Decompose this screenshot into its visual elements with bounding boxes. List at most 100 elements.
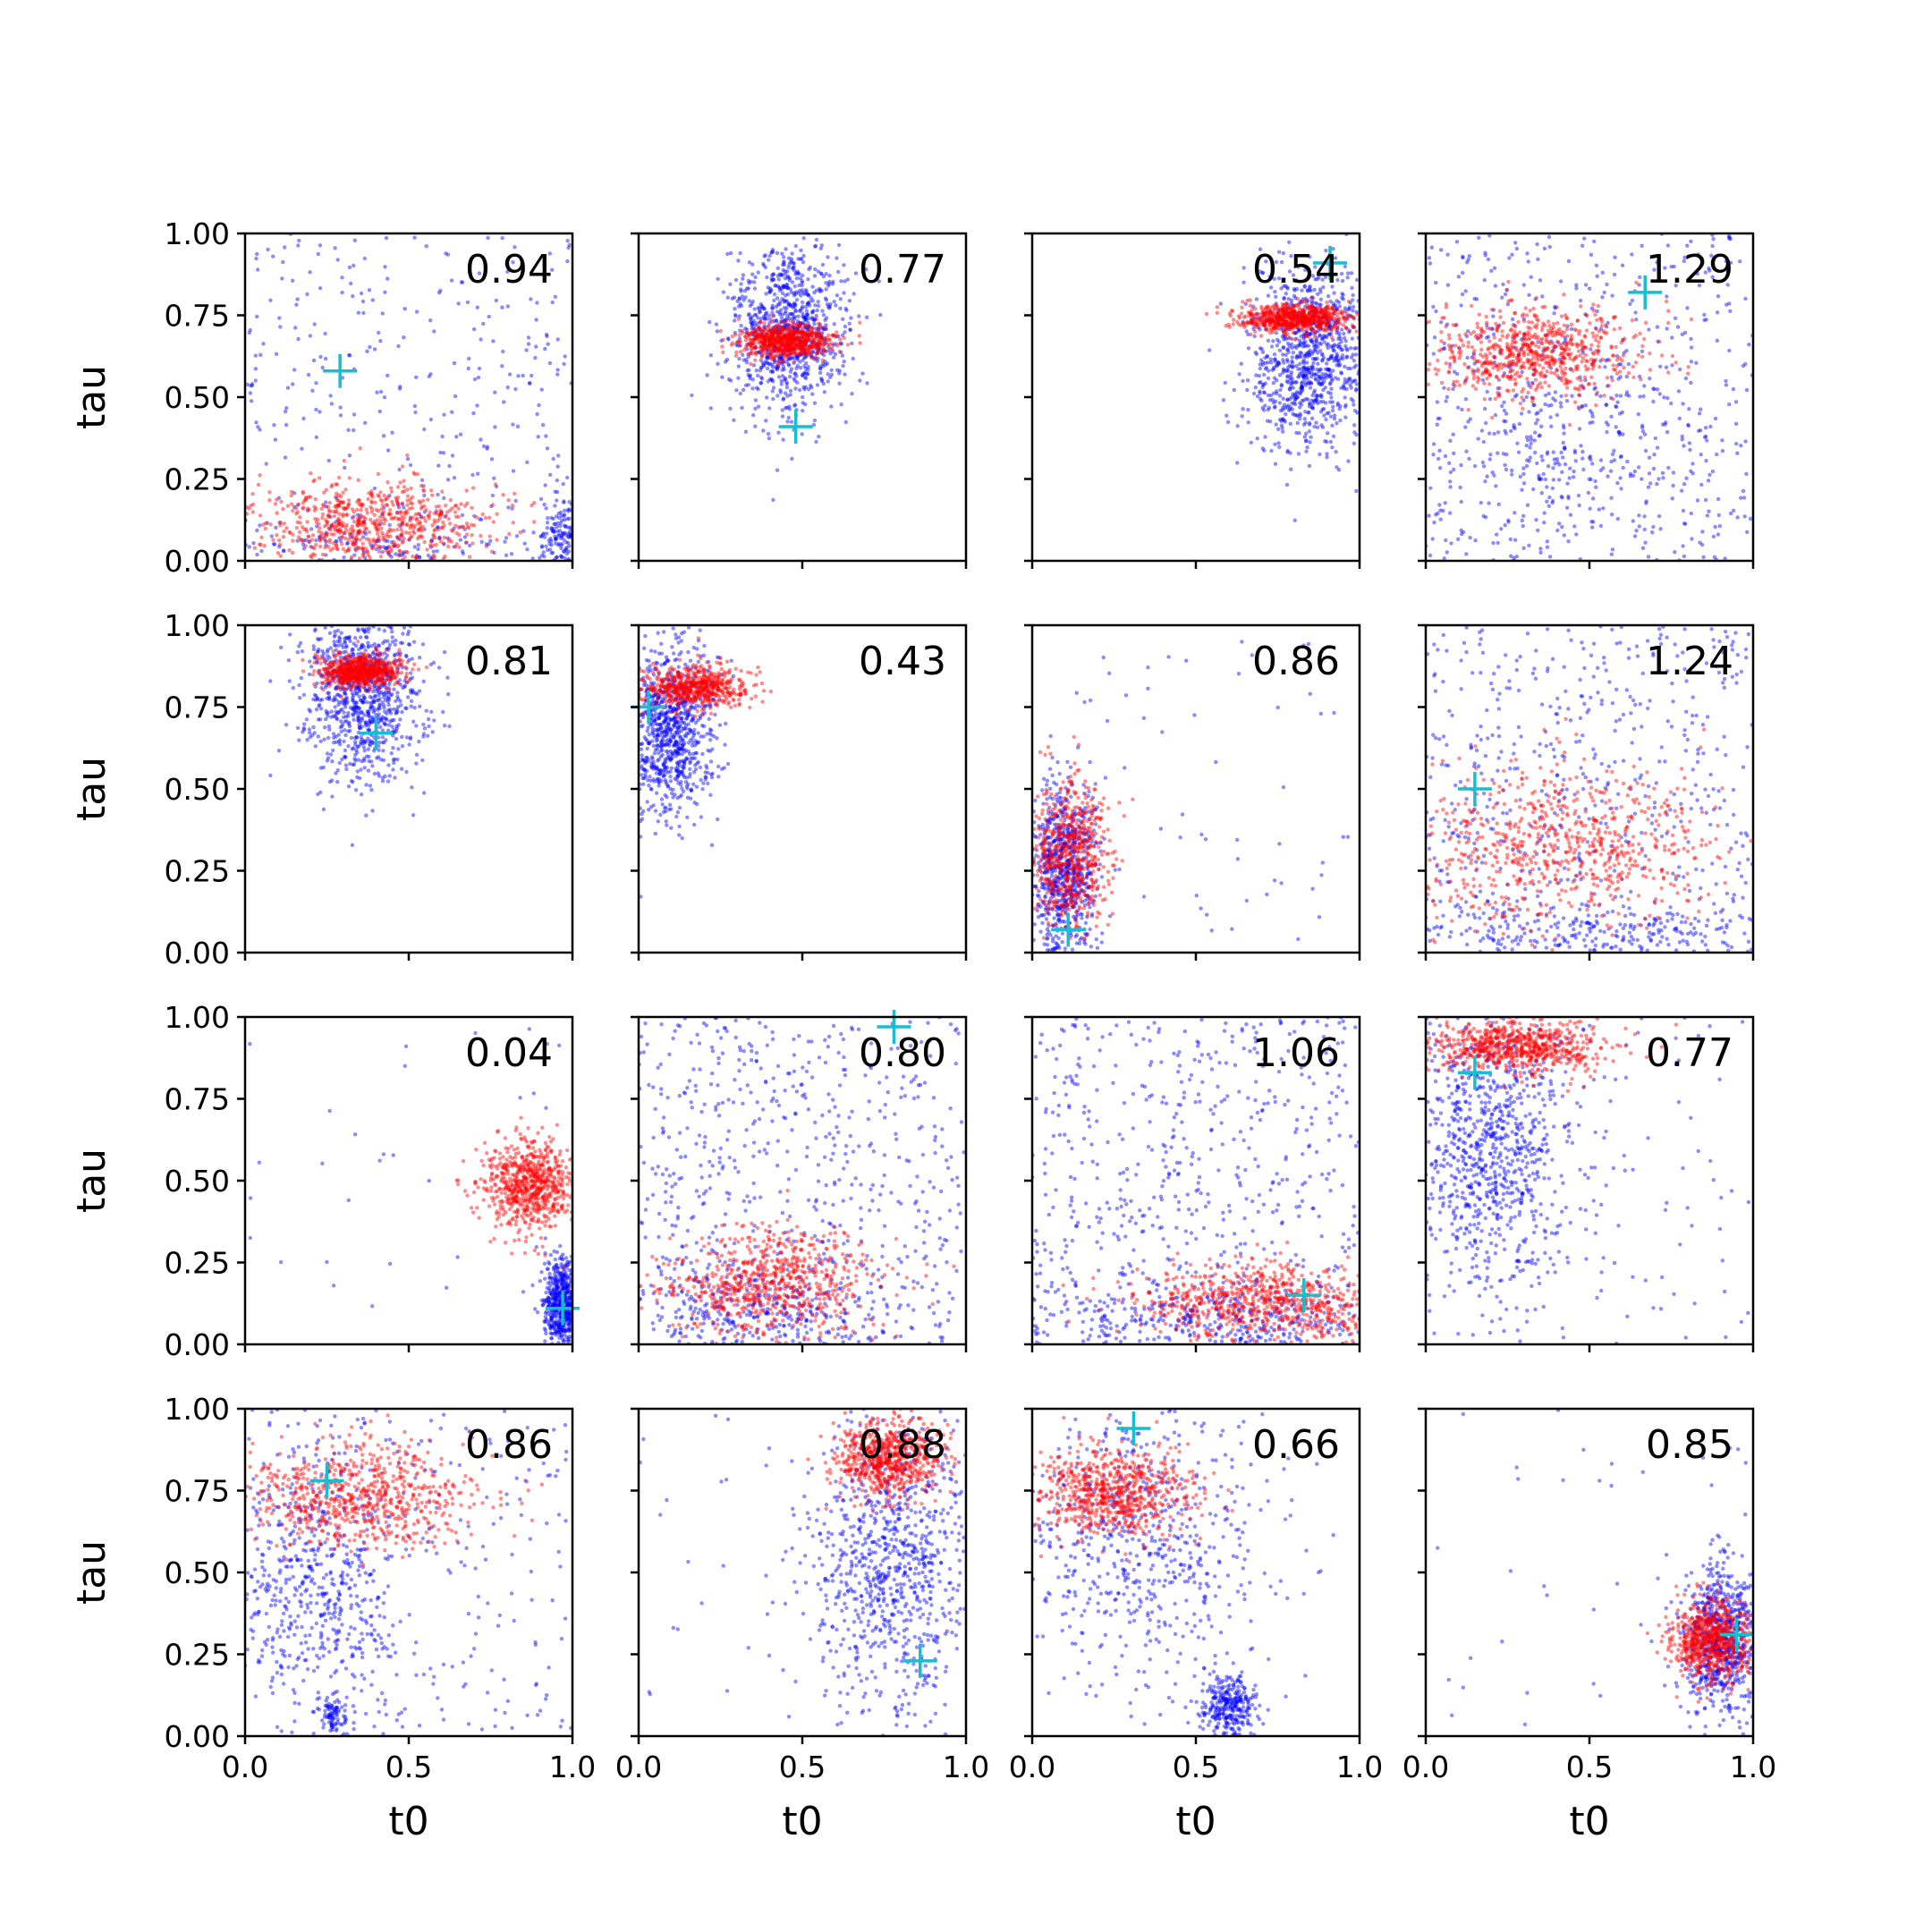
red-sample-point: [394, 511, 400, 515]
red-sample-point: [786, 344, 792, 349]
blue-sample-point: [1609, 375, 1614, 379]
blue-sample-point: [1287, 240, 1292, 244]
blue-sample-point: [834, 303, 838, 308]
blue-sample-point: [1286, 369, 1291, 373]
blue-sample-point: [563, 517, 567, 522]
red-sample-point: [405, 503, 410, 507]
red-sample-point: [767, 343, 772, 348]
red-sample-point: [764, 338, 768, 343]
red-sample-point: [1316, 310, 1321, 315]
blue-sample-point: [795, 326, 800, 331]
red-sample-point: [394, 542, 398, 547]
blue-sample-point: [1465, 260, 1470, 265]
blue-sample-point: [1298, 371, 1302, 376]
red-sample-point: [787, 333, 792, 337]
blue-sample-point: [795, 335, 801, 340]
blue-sample-point: [774, 328, 778, 333]
blue-sample-point: [458, 538, 462, 542]
blue-sample-point: [1285, 341, 1291, 346]
blue-sample-point: [1706, 479, 1711, 483]
blue-sample-point: [369, 543, 373, 547]
blue-sample-point: [333, 246, 337, 250]
blue-sample-point: [814, 326, 818, 331]
blue-sample-point: [1314, 321, 1318, 326]
blue-sample-point: [1342, 315, 1346, 319]
red-sample-point: [402, 485, 407, 489]
blue-sample-point: [768, 329, 773, 334]
red-sample-point: [1323, 307, 1327, 311]
red-sample-point: [399, 510, 403, 514]
blue-sample-point: [440, 434, 445, 439]
blue-sample-point: [1326, 431, 1330, 436]
blue-sample-point: [762, 324, 767, 329]
blue-sample-point: [1292, 394, 1297, 399]
blue-sample-point: [821, 348, 826, 353]
blue-sample-point: [756, 404, 761, 409]
red-sample-point: [1249, 318, 1253, 323]
red-sample-point: [314, 542, 318, 547]
blue-sample-point: [564, 539, 569, 545]
blue-sample-point: [783, 322, 788, 327]
blue-sample-point: [820, 331, 825, 335]
blue-sample-point: [1298, 342, 1302, 347]
red-sample-point: [1302, 315, 1307, 319]
blue-sample-point: [1328, 318, 1333, 322]
blue-sample-point: [255, 552, 259, 557]
blue-sample-point: [1328, 299, 1333, 304]
blue-sample-point: [1307, 401, 1312, 406]
red-sample-point: [800, 345, 804, 350]
red-sample-point: [1300, 299, 1305, 303]
blue-sample-point: [477, 271, 482, 275]
red-sample-point: [801, 341, 807, 345]
red-sample-point: [1275, 323, 1280, 327]
blue-sample-point: [1448, 485, 1453, 489]
red-sample-point: [806, 345, 810, 350]
blue-sample-point: [744, 360, 750, 365]
blue-sample-point: [1352, 402, 1356, 407]
blue-sample-point: [1320, 382, 1325, 386]
red-sample-point: [802, 339, 807, 344]
blue-sample-point: [787, 334, 792, 338]
blue-sample-point: [1322, 340, 1327, 344]
blue-sample-point: [1615, 400, 1620, 404]
blue-sample-point: [1535, 242, 1539, 247]
red-sample-point: [1260, 314, 1266, 318]
red-sample-point: [386, 549, 391, 554]
red-sample-point: [391, 503, 395, 507]
blue-sample-point: [786, 302, 791, 307]
blue-sample-point: [783, 319, 787, 324]
blue-sample-point: [1472, 296, 1477, 301]
red-sample-point: [764, 343, 768, 348]
blue-sample-point: [544, 544, 548, 548]
blue-sample-point: [503, 539, 507, 544]
blue-sample-point: [372, 486, 377, 491]
red-sample-point: [807, 343, 812, 348]
blue-sample-point: [247, 330, 251, 335]
blue-sample-point: [782, 298, 786, 302]
blue-sample-point: [1277, 418, 1283, 422]
blue-sample-point: [1646, 485, 1651, 489]
blue-sample-point: [786, 415, 791, 420]
blue-sample-point: [1327, 400, 1333, 404]
blue-sample-point: [1598, 394, 1603, 399]
blue-sample-point: [1640, 425, 1645, 430]
red-sample-point: [1310, 318, 1315, 323]
blue-sample-point: [1343, 326, 1349, 330]
red-sample-point: [1307, 318, 1311, 324]
blue-sample-point: [1282, 369, 1286, 373]
red-sample-point: [754, 350, 758, 355]
red-sample-point: [279, 499, 284, 504]
red-sample-point: [511, 521, 515, 525]
blue-sample-point: [566, 549, 572, 554]
red-sample-point: [1302, 308, 1308, 312]
blue-sample-point: [738, 301, 742, 306]
red-sample-point: [277, 542, 283, 547]
blue-sample-point: [561, 532, 566, 537]
red-sample-point: [1264, 326, 1269, 330]
blue-sample-point: [787, 330, 792, 335]
blue-sample-point: [1319, 326, 1324, 330]
red-sample-point: [771, 356, 776, 360]
blue-sample-point: [1282, 402, 1287, 407]
blue-sample-point: [1340, 347, 1345, 352]
red-sample-point: [1334, 308, 1338, 312]
